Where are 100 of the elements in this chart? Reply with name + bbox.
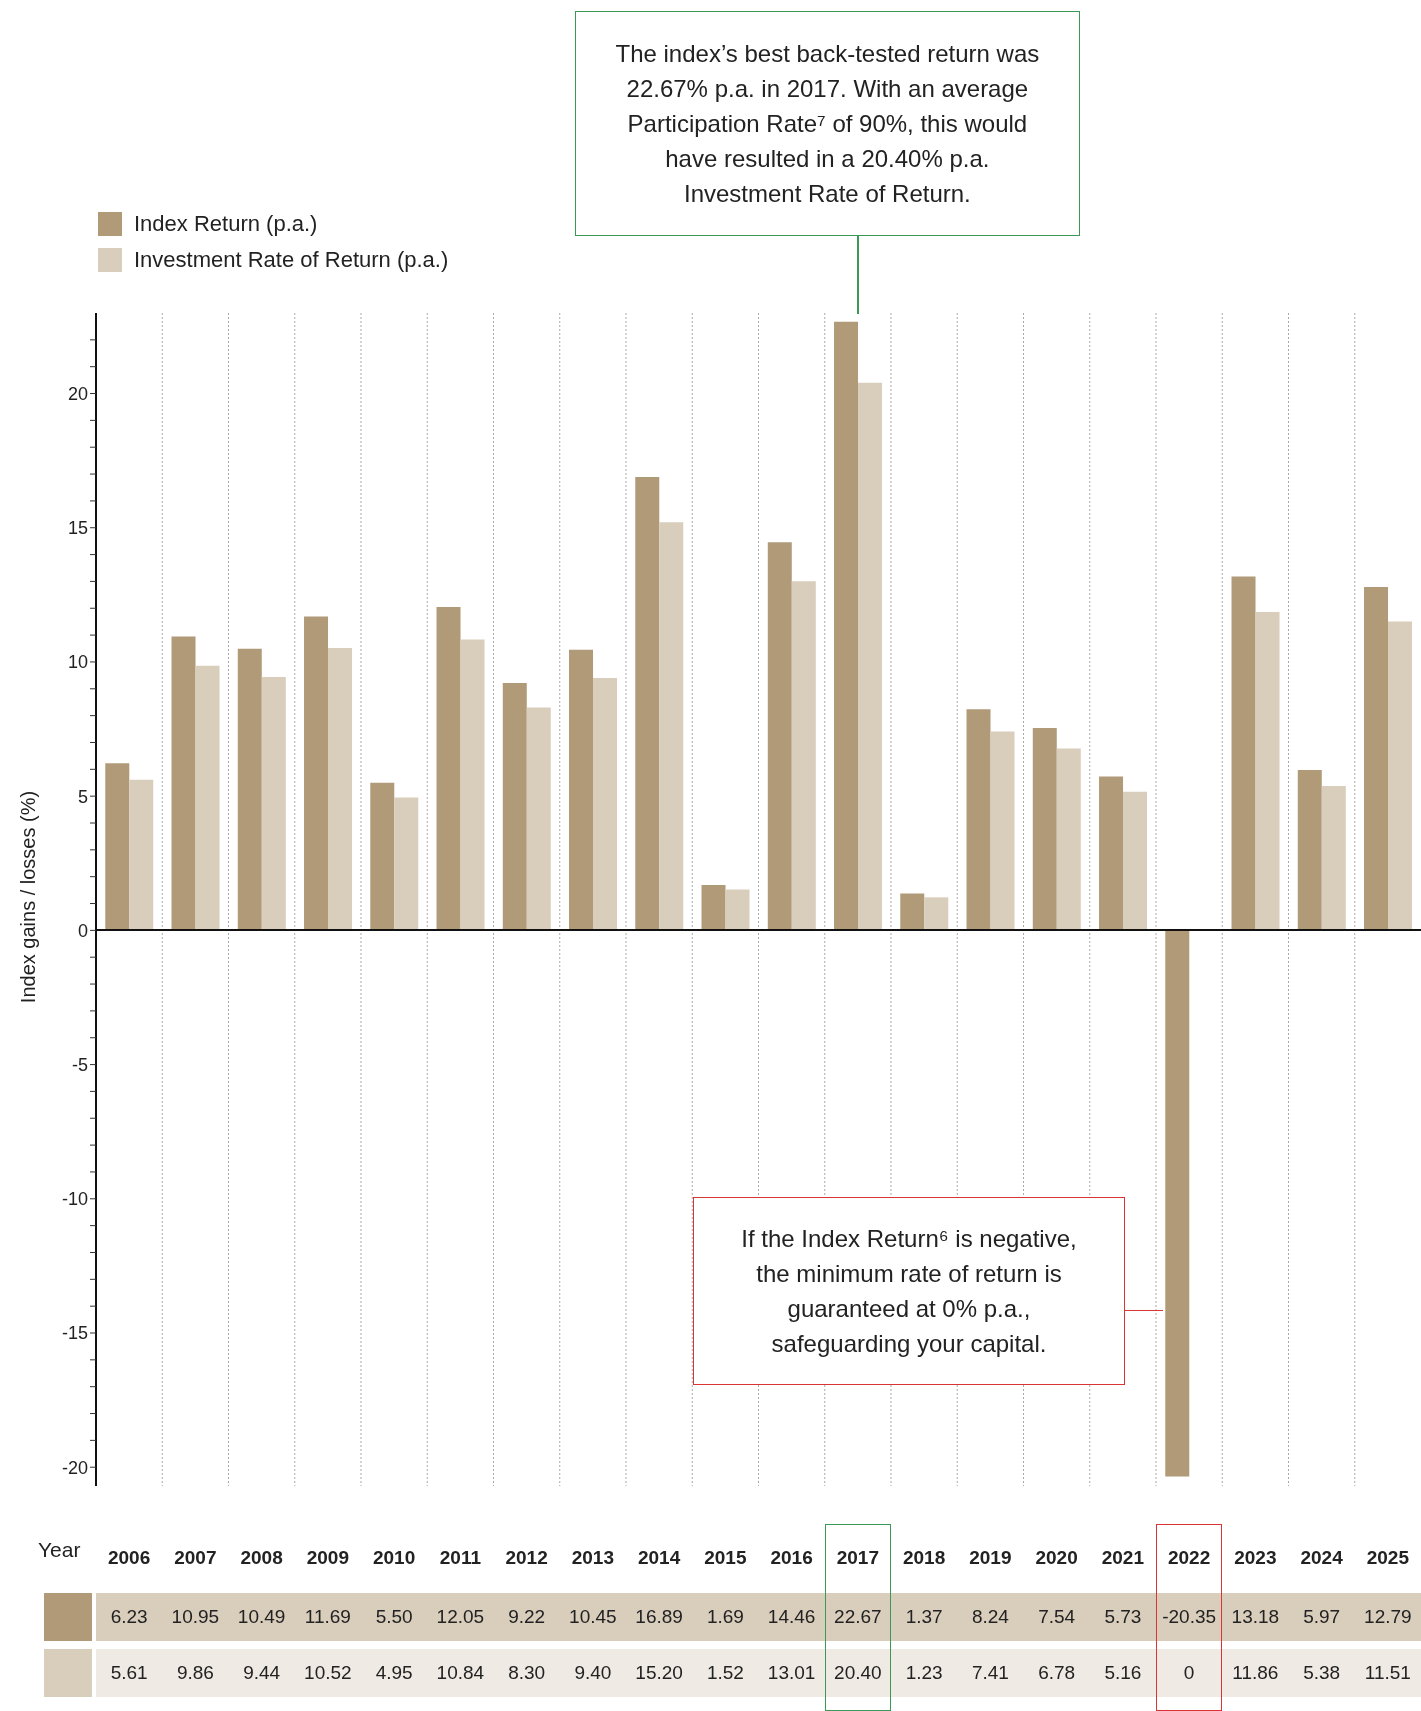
- x-tick-label: 2023: [1233, 1546, 1278, 1570]
- x-tick-label: 2015: [703, 1546, 748, 1570]
- x-tick-label: 2019: [968, 1546, 1013, 1570]
- data-label: 5.50: [374, 1605, 414, 1629]
- bar: [436, 606, 461, 931]
- data-label: 14.46: [766, 1605, 817, 1629]
- data-label: 4.95: [374, 1661, 414, 1685]
- data-label: 5.61: [109, 1661, 149, 1685]
- x-tick-label: 2011: [438, 1546, 482, 1570]
- bar: [701, 885, 726, 931]
- bar: [237, 648, 262, 931]
- bar: [502, 682, 527, 931]
- bar: [635, 477, 660, 931]
- x-tick-label: 2021: [1100, 1546, 1145, 1570]
- x-tick-label: 2017: [835, 1546, 880, 1570]
- bar: [1123, 791, 1148, 931]
- y-tick-label: 10: [67, 652, 88, 673]
- data-label: 0: [1182, 1661, 1196, 1685]
- data-label: 9.86: [175, 1661, 215, 1685]
- x-tick-label: 2013: [570, 1546, 615, 1570]
- x-axis-title: Year: [38, 1538, 81, 1562]
- bar: [1364, 587, 1389, 931]
- bar: [834, 321, 859, 931]
- data-label: 20.40: [833, 1661, 883, 1685]
- bar: [966, 709, 991, 931]
- bar: [460, 639, 485, 931]
- bar: [394, 797, 419, 931]
- data-label: 15.20: [634, 1661, 684, 1685]
- y-tick-label: -15: [61, 1323, 88, 1344]
- bar: [1099, 776, 1124, 931]
- x-tick-label: 2008: [239, 1546, 284, 1570]
- data-label: 5.73: [1103, 1605, 1143, 1629]
- bar: [195, 665, 220, 931]
- bar: [1255, 612, 1280, 931]
- x-tick-label: 2014: [637, 1546, 682, 1570]
- x-tick-label: 2022: [1167, 1546, 1212, 1570]
- x-tick-label: 2010: [372, 1546, 417, 1570]
- data-label: 10.95: [170, 1605, 221, 1629]
- bar: [328, 647, 353, 931]
- bar: [725, 889, 750, 931]
- bar: [1321, 785, 1346, 931]
- bar: [990, 731, 1015, 931]
- bar: [1032, 727, 1057, 931]
- bar: [1297, 770, 1322, 931]
- data-label: 6.23: [109, 1605, 149, 1629]
- data-label: 10.49: [236, 1605, 287, 1629]
- data-label: 13.18: [1230, 1605, 1281, 1629]
- data-label: 1.52: [705, 1661, 745, 1685]
- data-label: 5.16: [1103, 1661, 1143, 1685]
- bar: [1165, 930, 1190, 1477]
- data-label: 8.30: [507, 1661, 547, 1685]
- data-label: 1.23: [904, 1661, 944, 1685]
- y-tick-label: 5: [77, 786, 88, 807]
- data-label: 12.05: [435, 1605, 486, 1629]
- data-label: 8.24: [970, 1605, 1010, 1629]
- x-tick-label: 2009: [305, 1546, 350, 1570]
- data-label: 9.22: [507, 1605, 547, 1629]
- bar: [593, 678, 618, 931]
- data-label: 16.89: [634, 1605, 684, 1629]
- x-tick-label: 2016: [769, 1546, 814, 1570]
- data-label: 1.69: [705, 1605, 745, 1629]
- data-label: 11.69: [303, 1605, 352, 1629]
- bar: [1056, 748, 1081, 931]
- y-tick-label: -10: [61, 1189, 88, 1210]
- x-tick-label: 2020: [1034, 1546, 1079, 1570]
- x-tick-label: 2006: [107, 1546, 152, 1570]
- bar: [105, 763, 130, 931]
- data-label: 13.01: [766, 1661, 817, 1685]
- data-label: 9.40: [573, 1661, 613, 1685]
- bar: [304, 616, 329, 931]
- data-label: 5.97: [1302, 1605, 1342, 1629]
- bar: [129, 779, 154, 931]
- annotation: If the Index Return⁶ is negative, the minimum rate of return is guaranteed at 0% p.a., safeguarding your capital.: [740, 1224, 1078, 1359]
- bar: [171, 636, 196, 931]
- bar: [900, 893, 925, 931]
- data-label: 10.84: [435, 1661, 486, 1685]
- bar: [858, 382, 883, 931]
- y-tick-label: 0: [77, 920, 88, 941]
- bar: [659, 522, 684, 931]
- y-tick-label: -20: [61, 1457, 88, 1478]
- x-tick-label: 2024: [1299, 1546, 1344, 1570]
- data-label: 11.86: [1231, 1661, 1280, 1685]
- data-label: 12.79: [1363, 1605, 1413, 1629]
- data-label: 10.52: [303, 1661, 353, 1685]
- y-axis-title: Index gains / losses (%): [16, 790, 40, 1004]
- bar: [1231, 576, 1256, 931]
- data-label: 9.44: [242, 1661, 282, 1685]
- bar: [924, 897, 949, 931]
- legend-label: Investment Rate of Return (p.a.): [134, 247, 449, 273]
- y-tick-label: -5: [71, 1054, 88, 1075]
- bar: [569, 649, 594, 931]
- bar: [1388, 621, 1413, 931]
- data-label: 7.41: [970, 1661, 1010, 1685]
- data-label: 7.54: [1037, 1605, 1077, 1629]
- x-tick-label: 2025: [1365, 1546, 1410, 1570]
- data-label: 10.45: [568, 1605, 618, 1629]
- bar: [767, 542, 792, 931]
- bar: [261, 676, 286, 931]
- data-label: 22.67: [833, 1605, 883, 1629]
- y-tick-label: 15: [67, 518, 88, 539]
